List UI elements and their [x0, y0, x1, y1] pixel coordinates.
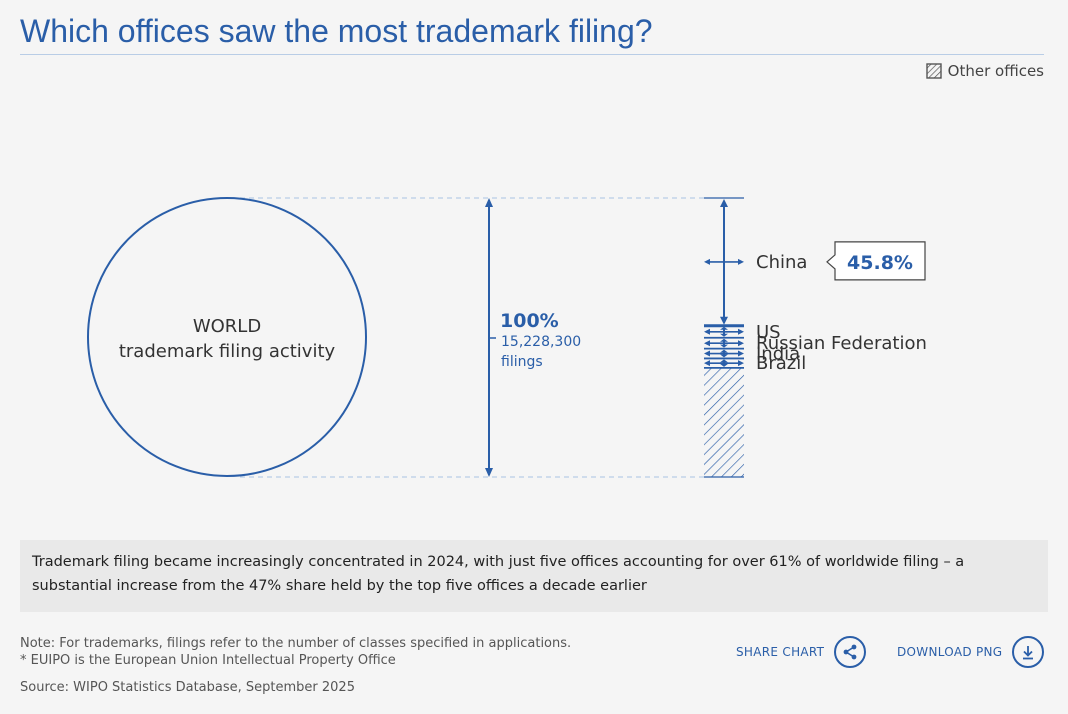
callout-value: 45.8% [847, 252, 913, 274]
download-icon [1012, 636, 1045, 668]
download-png-button[interactable]: DOWNLOAD PNG [897, 636, 1045, 668]
bar-segment-russian-federation [704, 338, 744, 350]
bar-segment-other-offices [704, 367, 744, 477]
legend-label-other: Other offices [947, 62, 1044, 80]
bar-segment-china [704, 197, 744, 328]
download-png-label: DOWNLOAD PNG [897, 645, 1003, 659]
circle-label-activity: trademark filing activity [119, 341, 336, 362]
office-label: China [756, 252, 807, 273]
total-unit: filings [501, 354, 543, 370]
share-chart-button[interactable]: SHARE CHART [736, 636, 867, 668]
legend: Other offices [925, 62, 1044, 80]
chart-canvas: WORLD trademark filing activity 100% 15,… [87, 197, 927, 478]
circle-label-world: WORLD [193, 316, 261, 337]
office-label: Brazil [756, 353, 806, 374]
total-value: 15,228,300 [501, 334, 581, 350]
hatched-swatch-icon [925, 63, 942, 79]
world-circle [87, 197, 367, 477]
note: Note: For trademarks, filings refer to t… [20, 635, 571, 669]
summary-box: Trademark filing became increasingly con… [20, 540, 1048, 612]
bar-segment-brazil [704, 359, 744, 369]
note-line-2: * EUIPO is the European Union Intellectu… [20, 653, 396, 668]
office-label: India [756, 344, 800, 365]
callout-china-share: 45.8% [826, 241, 926, 281]
bar-segment-india [704, 349, 744, 360]
note-line-1: Note: For trademarks, filings refer to t… [20, 636, 572, 651]
title-divider [20, 54, 1044, 55]
share-icon [834, 636, 867, 668]
chart-title: Which offices saw the most trademark fil… [20, 13, 653, 49]
office-label: US [756, 322, 781, 343]
share-chart-label: SHARE CHART [736, 645, 825, 659]
total-percent: 100% [500, 310, 559, 332]
source: Source: WIPO Statistics Database, Septem… [20, 680, 355, 695]
bar-segment-us [704, 326, 744, 339]
total-arrow [485, 198, 496, 477]
office-label: Russian Federation [756, 333, 927, 354]
